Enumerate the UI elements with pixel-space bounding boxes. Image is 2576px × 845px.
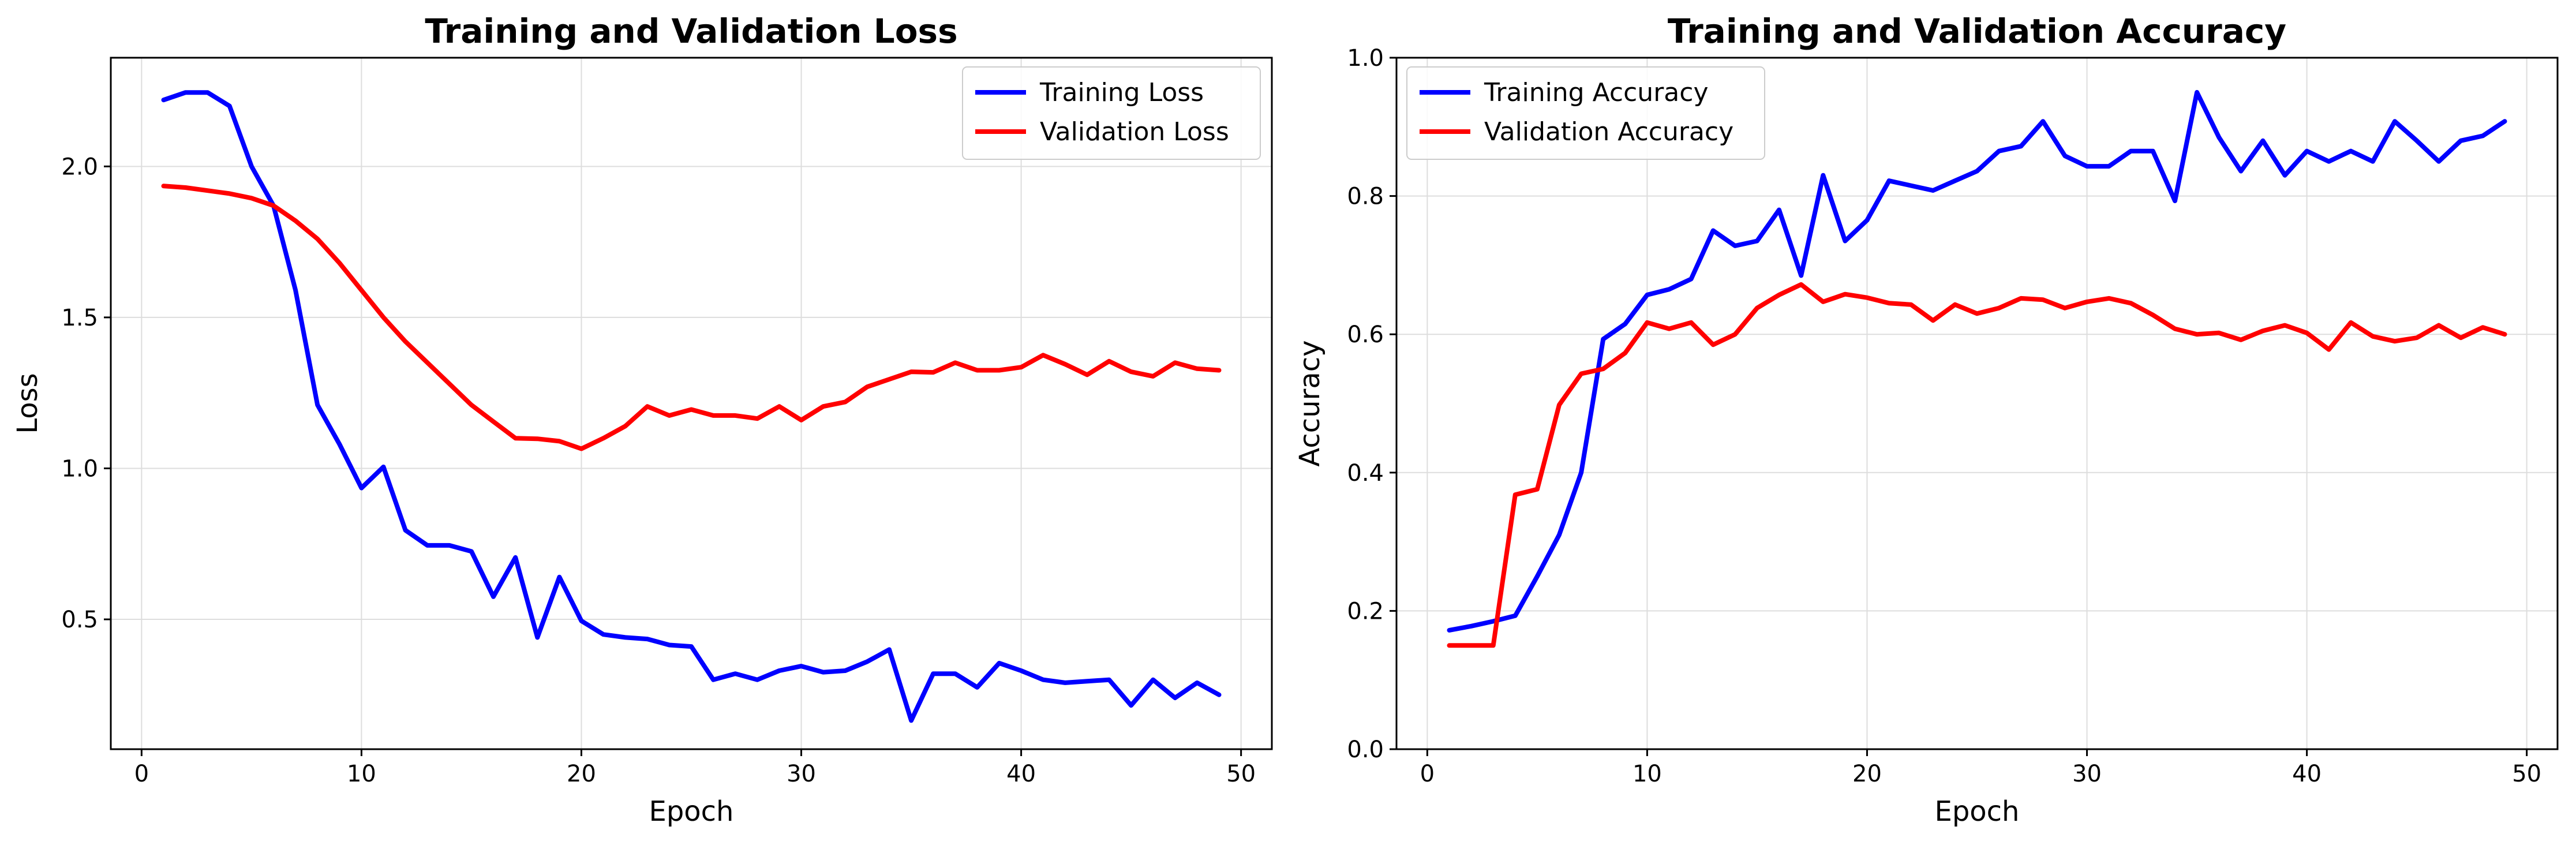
- legend-box: [962, 66, 1261, 160]
- x-axis-label: Epoch: [649, 795, 734, 828]
- legend-label: Training Accuracy: [1484, 78, 1708, 107]
- x-tick-label: 0: [134, 761, 149, 787]
- x-tick-label: 40: [2292, 761, 2322, 787]
- y-axis-label: Accuracy: [1294, 340, 1326, 466]
- y-tick-label: 0.0: [1347, 736, 1384, 763]
- x-tick-label: 10: [1633, 761, 1662, 787]
- x-tick-label: 50: [2512, 761, 2541, 787]
- legend: Training Loss Validation Loss: [962, 66, 1261, 160]
- axes-frame: [110, 57, 1273, 750]
- series-line-training-accuracy: [1447, 89, 2507, 633]
- y-tick-label: 2.0: [61, 154, 98, 180]
- y-tick-label: 0.2: [1347, 598, 1384, 625]
- x-tick-label: 30: [2072, 761, 2102, 787]
- legend-label: Validation Accuracy: [1484, 117, 1733, 147]
- series-line-validation-loss: [161, 184, 1222, 451]
- x-tick-label: 30: [787, 761, 816, 787]
- x-tick-label: 20: [567, 761, 596, 787]
- legend-label: Validation Loss: [1040, 117, 1229, 147]
- x-tick-label: 50: [1226, 761, 1256, 787]
- x-tick-label: 0: [1420, 761, 1435, 787]
- series-line-training-loss: [161, 90, 1222, 723]
- x-axis-label: Epoch: [1935, 795, 2020, 828]
- x-tick-label: 20: [1852, 761, 1882, 787]
- legend: Training Accuracy Validation Accuracy: [1406, 66, 1765, 160]
- x-tick-label: 10: [347, 761, 376, 787]
- y-tick-label: 0.6: [1347, 321, 1384, 348]
- chart-title: Training and Validation Loss: [425, 12, 957, 51]
- axes-frame: [1395, 57, 2559, 750]
- chart-panel-1: 0 10 20 30 40 50 0.5 1.0 1.5 2.0 Training and Vali…: [12, 12, 1273, 828]
- y-tick-label: 1.0: [1347, 45, 1384, 72]
- y-axis-label: Loss: [12, 373, 44, 433]
- y-tick-label: 0.5: [61, 607, 98, 633]
- series-line-validation-accuracy: [1447, 282, 2507, 648]
- legend-box: [1406, 66, 1765, 160]
- chart-panel-2: 0 10 20 30 40 50 0.0 0.2 0.4 0.6 0.8 1.0 Training an…: [1294, 12, 2559, 828]
- y-tick-label: 0.8: [1347, 184, 1384, 210]
- legend-label: Training Loss: [1039, 78, 1204, 107]
- y-tick-label: 1.0: [61, 455, 98, 482]
- y-tick-label: 0.4: [1347, 460, 1384, 487]
- x-tick-label: 40: [1006, 761, 1036, 787]
- y-tick-label: 1.5: [61, 305, 98, 331]
- chart-title: Training and Validation Accuracy: [1668, 12, 2286, 51]
